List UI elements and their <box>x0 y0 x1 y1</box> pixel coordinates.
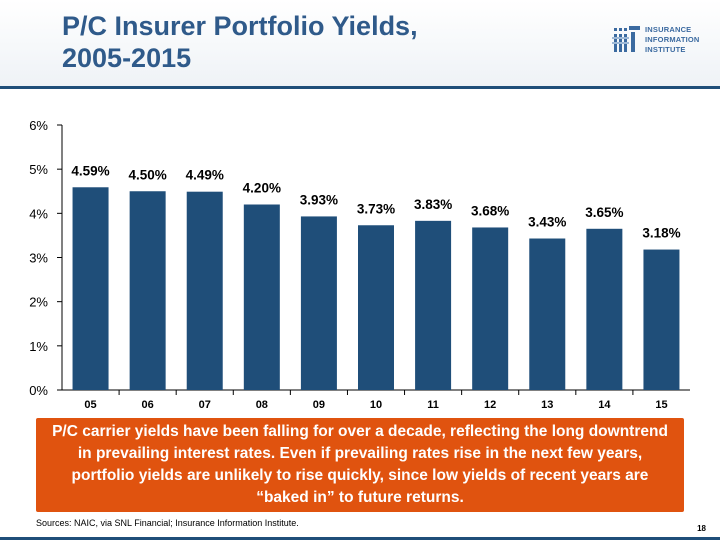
bar <box>358 225 394 390</box>
iii-logo-text: INSURANCE INFORMATION INSTITUTE <box>645 25 713 55</box>
bar-data-label: 3.73% <box>357 201 395 216</box>
x-tick-label: 09 <box>313 399 325 411</box>
header-divider <box>0 86 720 89</box>
x-tick-label: 07 <box>199 399 211 411</box>
bar-data-label: 3.68% <box>471 203 509 218</box>
bar-data-label: 4.59% <box>71 163 109 178</box>
x-tick-label: 12 <box>484 399 496 411</box>
bar <box>643 249 680 390</box>
bar <box>529 238 566 390</box>
bar <box>415 220 452 390</box>
x-tick-label: 14 <box>598 399 611 411</box>
bar <box>186 191 223 390</box>
chart-labels: 0% 1% 2% 3% 4% 5% 6% 4.59% 05 4.50% 06 4.49% 07 4.20%… <box>29 118 680 411</box>
bar-data-label: 4.20% <box>243 181 281 196</box>
iii-logo-icon <box>612 26 640 52</box>
x-tick-label: 10 <box>370 399 382 411</box>
portfolio-yield-bar-chart: 0% 1% 2% 3% 4% 5% 6% 4.59% 05 4.50% 06 4.49% 07 4.20%… <box>29 118 690 411</box>
chart-bars <box>72 187 680 390</box>
source-note: Sources: NAIC, via SNL Financial; Insura… <box>36 518 299 528</box>
y-tick-label: 0% <box>29 383 48 398</box>
bar-data-label: 3.18% <box>642 226 680 241</box>
slide-header: P/C Insurer Portfolio Yields, 2005-2015 … <box>0 0 720 89</box>
page-title-line-2: 2005-2015 <box>62 43 192 73</box>
y-tick-label: 4% <box>29 206 48 221</box>
x-tick-label: 15 <box>655 399 667 411</box>
bar <box>472 227 509 390</box>
bar-data-label: 4.49% <box>186 168 224 183</box>
x-tick-label: 05 <box>84 399 96 411</box>
iii-logo: INSURANCE INFORMATION INSTITUTE <box>612 24 712 58</box>
logo-line-2: INFORMATION <box>645 35 700 44</box>
x-tick-label: 08 <box>256 399 268 411</box>
bar <box>243 204 280 390</box>
footer-divider <box>0 537 720 540</box>
bar-data-label: 3.65% <box>585 205 623 220</box>
y-tick-label: 2% <box>29 295 48 310</box>
page-title: P/C Insurer Portfolio Yields, 2005-2015 <box>62 10 582 74</box>
logo-line-3: INSTITUTE <box>645 45 686 54</box>
page-title-line-1: P/C Insurer Portfolio Yields, <box>62 11 418 41</box>
callout-box: P/C carrier yields have been falling for… <box>36 418 684 512</box>
y-tick-label: 6% <box>29 118 48 133</box>
x-tick-label: 06 <box>142 399 154 411</box>
bar <box>586 228 623 390</box>
bar-data-label: 4.50% <box>128 167 166 182</box>
y-tick-label: 5% <box>29 162 48 177</box>
y-tick-label: 3% <box>29 251 48 266</box>
callout-text: P/C carrier yields have been falling for… <box>52 423 668 506</box>
page-number: 18 <box>697 524 706 533</box>
bar-data-label: 3.93% <box>300 192 338 207</box>
y-tick-label: 1% <box>29 339 48 354</box>
logo-line-1: INSURANCE <box>645 25 692 34</box>
bar-data-label: 3.43% <box>528 215 566 230</box>
x-tick-label: 13 <box>541 399 553 411</box>
bar <box>300 216 337 390</box>
bar-data-label: 3.83% <box>414 197 452 212</box>
x-tick-label: 11 <box>427 399 439 411</box>
bar <box>72 187 109 390</box>
bar <box>129 191 166 390</box>
